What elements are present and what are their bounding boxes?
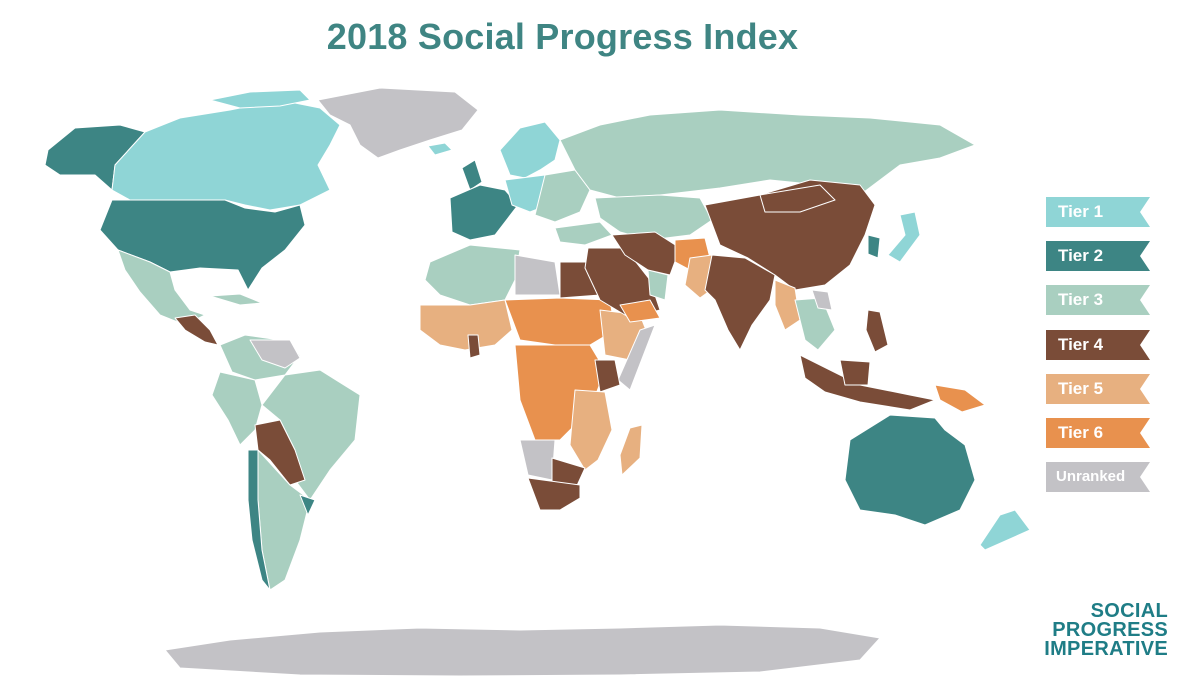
legend-item-tier-6: Tier 6 (1046, 417, 1150, 448)
region-png[interactable] (934, 384, 986, 413)
region-uruguay[interactable] (299, 494, 316, 516)
region-east-africa[interactable] (569, 389, 613, 471)
legend-item-tier-5: Tier 5 (1046, 373, 1150, 404)
region-turkey[interactable] (554, 221, 613, 246)
region-central-america[interactable] (174, 314, 219, 346)
legend-label-tier-2: Tier 2 (1058, 246, 1104, 266)
region-mongolia[interactable] (759, 184, 836, 213)
region-philippines[interactable] (865, 309, 889, 353)
region-central-asia[interactable] (594, 194, 713, 241)
region-india[interactable] (704, 254, 776, 351)
legend-item-tier-2: Tier 2 (1046, 241, 1150, 272)
region-namibia[interactable] (519, 439, 556, 481)
legend-swatch-tier-3 (1046, 285, 1150, 316)
region-north-africa[interactable] (424, 244, 521, 306)
region-chile[interactable] (247, 449, 271, 591)
region-yemen[interactable] (619, 299, 661, 323)
region-mexico[interactable] (117, 249, 206, 326)
legend-swatch-unranked (1046, 462, 1150, 493)
region-western-europe[interactable] (449, 184, 519, 241)
region-greenland[interactable] (317, 87, 479, 159)
legend-label-tier-4: Tier 4 (1058, 334, 1104, 354)
region-west-africa[interactable] (419, 299, 513, 351)
region-south-africa[interactable] (527, 477, 581, 511)
logo-line-1: SOCIAL (1090, 600, 1168, 622)
region-guianas[interactable] (249, 339, 301, 369)
logo: SOCIAL PROGRESS IMPERATIVE (1044, 600, 1168, 660)
region-laos[interactable] (811, 289, 833, 311)
region-ghana[interactable] (467, 334, 481, 359)
legend-label-tier-5: Tier 5 (1058, 378, 1104, 398)
region-china[interactable] (704, 179, 876, 291)
legend-item-tier-1: Tier 1 (1046, 197, 1150, 227)
region-myanmar[interactable] (774, 279, 801, 331)
region-libya[interactable] (514, 254, 561, 296)
region-new-zealand[interactable] (979, 509, 1031, 551)
region-antarctica[interactable] (164, 624, 881, 677)
legend-swatch-tier-4 (1046, 329, 1150, 360)
region-peru[interactable] (211, 371, 263, 446)
legend-swatch-tier-1 (1046, 197, 1150, 227)
legend-item-unranked: Unranked (1046, 462, 1150, 493)
legend: Tier 1 Tier 2 Tier 3 Tier 4 Tier 5 Tier … (1046, 197, 1150, 506)
region-somalia[interactable] (617, 324, 656, 391)
legend-label-tier-1: Tier 1 (1058, 202, 1104, 221)
region-russia[interactable] (559, 109, 976, 199)
logo-line-2: PROGRESS (1052, 619, 1168, 641)
region-canada[interactable] (111, 99, 341, 211)
region-borneo[interactable] (839, 359, 871, 386)
legend-swatch-tier-2 (1046, 241, 1150, 272)
region-nordic[interactable] (499, 121, 561, 179)
region-kenya[interactable] (594, 359, 621, 393)
region-canada-islands[interactable] (209, 89, 311, 109)
region-australia[interactable] (844, 414, 976, 526)
legend-label-tier-6: Tier 6 (1058, 422, 1104, 442)
legend-swatch-tier-5 (1046, 373, 1150, 404)
legend-label-tier-3: Tier 3 (1058, 290, 1104, 310)
page-title: 2018 Social Progress Index (326, 16, 799, 57)
region-iran[interactable] (611, 231, 681, 276)
legend-label-unranked: Unranked (1056, 468, 1126, 486)
legend-item-tier-4: Tier 4 (1046, 329, 1150, 360)
region-japan[interactable] (887, 211, 921, 263)
region-sahel[interactable] (504, 297, 616, 346)
region-uk[interactable] (461, 159, 483, 191)
region-gulf[interactable] (647, 269, 669, 301)
region-iceland[interactable] (427, 142, 453, 156)
logo-line-3: IMPERATIVE (1044, 638, 1168, 660)
region-caribbean[interactable] (209, 293, 263, 306)
region-korea[interactable] (867, 234, 881, 259)
legend-item-tier-3: Tier 3 (1046, 285, 1150, 316)
region-madagascar[interactable] (619, 424, 643, 476)
legend-swatch-tier-6 (1046, 417, 1150, 448)
